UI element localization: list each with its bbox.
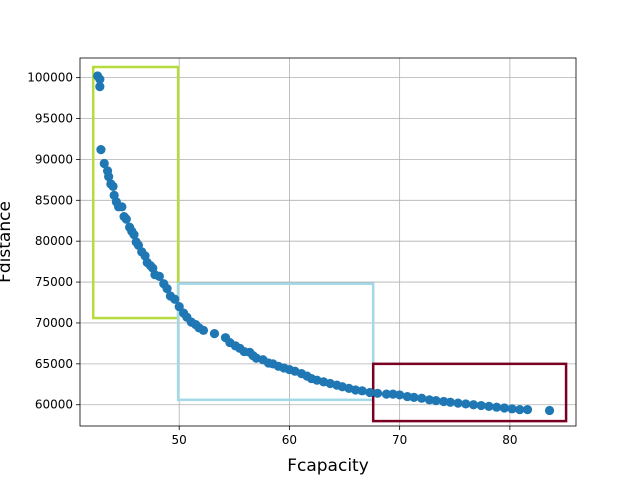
y-tick-label: 65000	[35, 357, 73, 371]
scatter-point	[468, 400, 479, 410]
x-tick-label: 70	[392, 433, 407, 447]
scatter-point	[365, 387, 375, 398]
y-tick-label: 95000	[35, 112, 73, 126]
scatter-point	[170, 294, 180, 304]
highlight-region	[176, 282, 375, 402]
scatter-point	[395, 390, 405, 400]
scatter-point	[117, 202, 127, 212]
y-tick-label: 85000	[35, 193, 73, 207]
x-axis-label: Fcapacity	[287, 456, 369, 476]
scatter-point	[417, 393, 427, 403]
y-tick-label: 75000	[35, 275, 73, 289]
scatter-point	[476, 400, 486, 411]
scatter-point	[198, 325, 209, 335]
scatter-point	[162, 284, 172, 294]
y-tick-label: 60000	[35, 398, 73, 412]
scatter-point	[95, 82, 105, 92]
scatter-point	[154, 271, 164, 281]
scatter-point	[96, 144, 106, 155]
scatter-point	[174, 302, 184, 312]
data-points	[93, 71, 555, 416]
scatter-point	[99, 158, 109, 169]
scatter-point	[484, 401, 494, 411]
highlight-region	[91, 65, 180, 320]
scatter-point	[373, 388, 383, 398]
scatter-point	[108, 181, 118, 191]
scatter-point	[544, 405, 555, 416]
scatter-point	[95, 74, 105, 84]
y-axis-label: Fdistance	[0, 201, 15, 283]
scatter-point	[507, 404, 517, 414]
y-tick-label: 90000	[35, 152, 73, 166]
x-tick-label: 50	[172, 433, 187, 447]
highlight-regions	[91, 65, 568, 423]
scatter-point	[129, 230, 139, 240]
scatter-point	[461, 399, 471, 409]
scatter-point	[121, 214, 131, 224]
scatter-point	[453, 398, 463, 408]
scatter-point	[499, 403, 509, 413]
axis-ticks: 50 60 70 80 60000 65000 70000 75000 80000 85000 90…	[27, 71, 517, 447]
y-tick-label: 80000	[35, 234, 73, 248]
scatter-point	[445, 397, 455, 407]
scatter-point	[522, 405, 533, 415]
scatter-point	[409, 392, 419, 402]
y-tick-label: 70000	[35, 316, 73, 330]
x-tick-label: 80	[502, 433, 517, 447]
scatter-point	[515, 405, 525, 415]
plot-frame	[79, 57, 577, 427]
scatter-point	[381, 389, 392, 399]
scatter-point	[492, 402, 502, 412]
y-tick-label: 100000	[27, 71, 73, 85]
scatter-point	[431, 396, 441, 406]
scatter-point	[209, 328, 220, 339]
scatter-point	[104, 171, 114, 182]
scatter-point	[357, 386, 367, 396]
grid	[80, 58, 576, 426]
x-tick-label: 60	[282, 433, 297, 447]
